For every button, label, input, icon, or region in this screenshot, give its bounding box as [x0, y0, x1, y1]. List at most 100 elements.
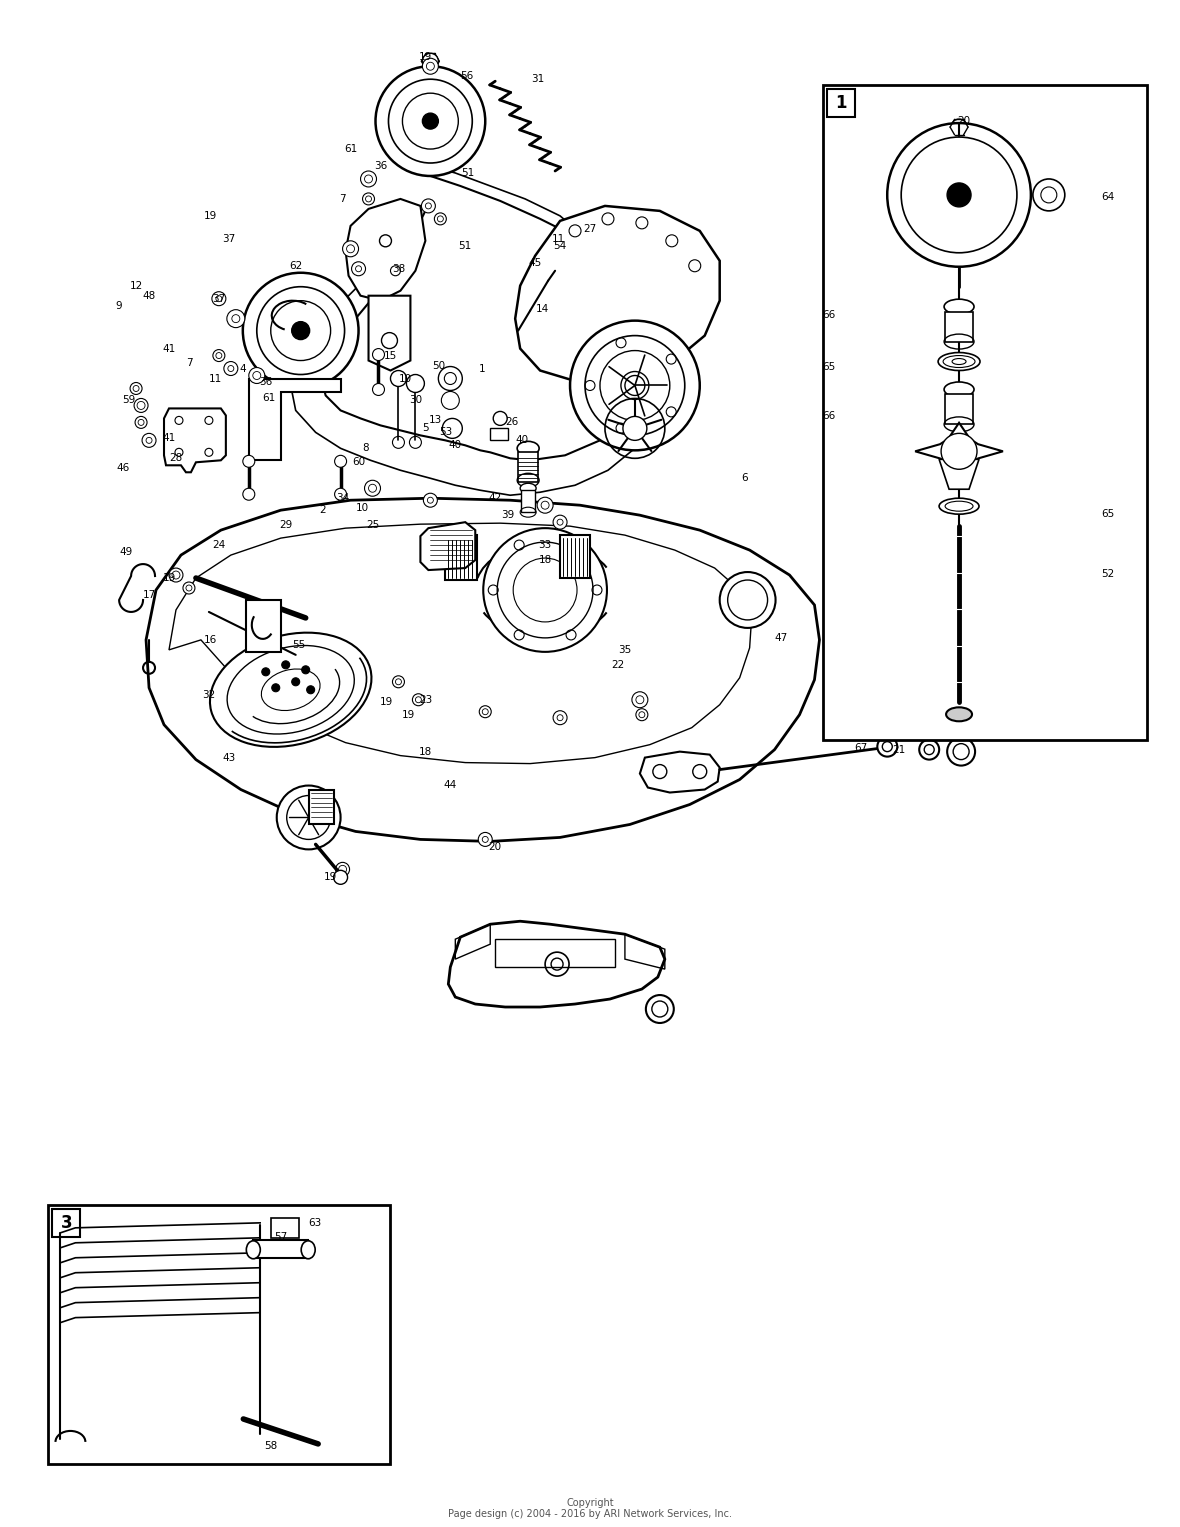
Text: 31: 31	[531, 75, 545, 84]
Text: 44: 44	[444, 780, 457, 789]
Ellipse shape	[944, 382, 973, 397]
Circle shape	[262, 667, 270, 676]
Text: 66: 66	[822, 310, 835, 319]
Text: 15: 15	[384, 351, 398, 360]
Bar	[245, 600, 281, 652]
Text: 60: 60	[352, 457, 365, 467]
Circle shape	[393, 676, 405, 687]
Text: 62: 62	[289, 261, 302, 270]
Circle shape	[361, 171, 376, 186]
Text: 3: 3	[60, 1214, 72, 1232]
Circle shape	[422, 53, 438, 69]
Polygon shape	[448, 921, 664, 1006]
Text: 65: 65	[822, 362, 835, 371]
Circle shape	[249, 368, 264, 383]
Circle shape	[1032, 179, 1064, 211]
Text: 46: 46	[117, 463, 130, 473]
Text: 30: 30	[408, 395, 422, 406]
Circle shape	[212, 292, 225, 305]
Circle shape	[335, 489, 347, 501]
Circle shape	[365, 481, 380, 496]
Polygon shape	[916, 423, 1003, 479]
Text: 50: 50	[432, 360, 445, 371]
Bar	[827, 89, 856, 118]
Text: 56: 56	[460, 72, 474, 81]
Circle shape	[942, 434, 977, 469]
Circle shape	[135, 399, 148, 412]
Text: 66: 66	[822, 411, 835, 421]
Text: 42: 42	[489, 493, 502, 504]
Circle shape	[484, 528, 607, 652]
Text: 12: 12	[130, 281, 143, 290]
Circle shape	[342, 241, 359, 257]
Bar	[52, 1209, 80, 1237]
Ellipse shape	[939, 498, 979, 515]
Text: 23: 23	[419, 695, 432, 705]
Ellipse shape	[944, 299, 973, 315]
Text: 19: 19	[419, 52, 432, 63]
Text: 9: 9	[116, 301, 123, 310]
Text: 8: 8	[362, 443, 369, 454]
Circle shape	[434, 212, 446, 224]
Circle shape	[424, 493, 438, 507]
Text: 4: 4	[240, 363, 247, 374]
Text: 54: 54	[553, 241, 566, 250]
Circle shape	[438, 366, 463, 391]
Circle shape	[413, 693, 425, 705]
Text: 67: 67	[854, 742, 868, 753]
Text: 7: 7	[185, 357, 192, 368]
Bar	[309, 789, 334, 825]
Polygon shape	[939, 460, 979, 489]
Circle shape	[479, 705, 491, 718]
Text: 11: 11	[209, 374, 223, 383]
Circle shape	[334, 870, 348, 884]
Circle shape	[183, 582, 195, 594]
Text: 52: 52	[1101, 570, 1115, 579]
Bar	[824, 86, 1147, 741]
Text: 53: 53	[439, 428, 452, 437]
Text: 24: 24	[212, 541, 225, 550]
Polygon shape	[146, 498, 819, 841]
Text: 37: 37	[212, 293, 225, 304]
Circle shape	[302, 666, 309, 673]
Bar	[490, 429, 509, 440]
Circle shape	[948, 183, 971, 206]
Text: 22: 22	[611, 660, 624, 670]
Circle shape	[553, 710, 568, 725]
Ellipse shape	[938, 353, 981, 371]
Circle shape	[227, 310, 244, 328]
Circle shape	[553, 515, 568, 530]
Text: 61: 61	[262, 394, 275, 403]
Circle shape	[391, 371, 406, 386]
Bar	[945, 312, 974, 342]
Circle shape	[307, 686, 315, 693]
Text: 20: 20	[957, 116, 971, 127]
Circle shape	[919, 739, 939, 759]
Circle shape	[645, 996, 674, 1023]
Ellipse shape	[517, 441, 539, 455]
Text: 37: 37	[222, 234, 236, 244]
Text: 10: 10	[356, 504, 369, 513]
Text: 21: 21	[892, 745, 906, 754]
Circle shape	[335, 455, 347, 467]
Circle shape	[537, 498, 553, 513]
Circle shape	[142, 434, 156, 447]
Circle shape	[951, 119, 968, 134]
Text: 59: 59	[123, 395, 136, 406]
Text: 51: 51	[459, 241, 472, 250]
Circle shape	[948, 738, 975, 765]
Ellipse shape	[210, 632, 372, 747]
Circle shape	[169, 568, 183, 582]
Bar	[522, 490, 535, 512]
Circle shape	[877, 736, 897, 756]
Polygon shape	[164, 408, 225, 472]
Text: 16: 16	[204, 635, 217, 644]
Text: 28: 28	[170, 454, 183, 463]
Text: 47: 47	[775, 632, 788, 643]
Circle shape	[352, 261, 366, 276]
Polygon shape	[346, 199, 425, 301]
Circle shape	[442, 418, 463, 438]
Circle shape	[335, 863, 349, 876]
Text: 19: 19	[402, 710, 415, 719]
Circle shape	[422, 58, 438, 75]
